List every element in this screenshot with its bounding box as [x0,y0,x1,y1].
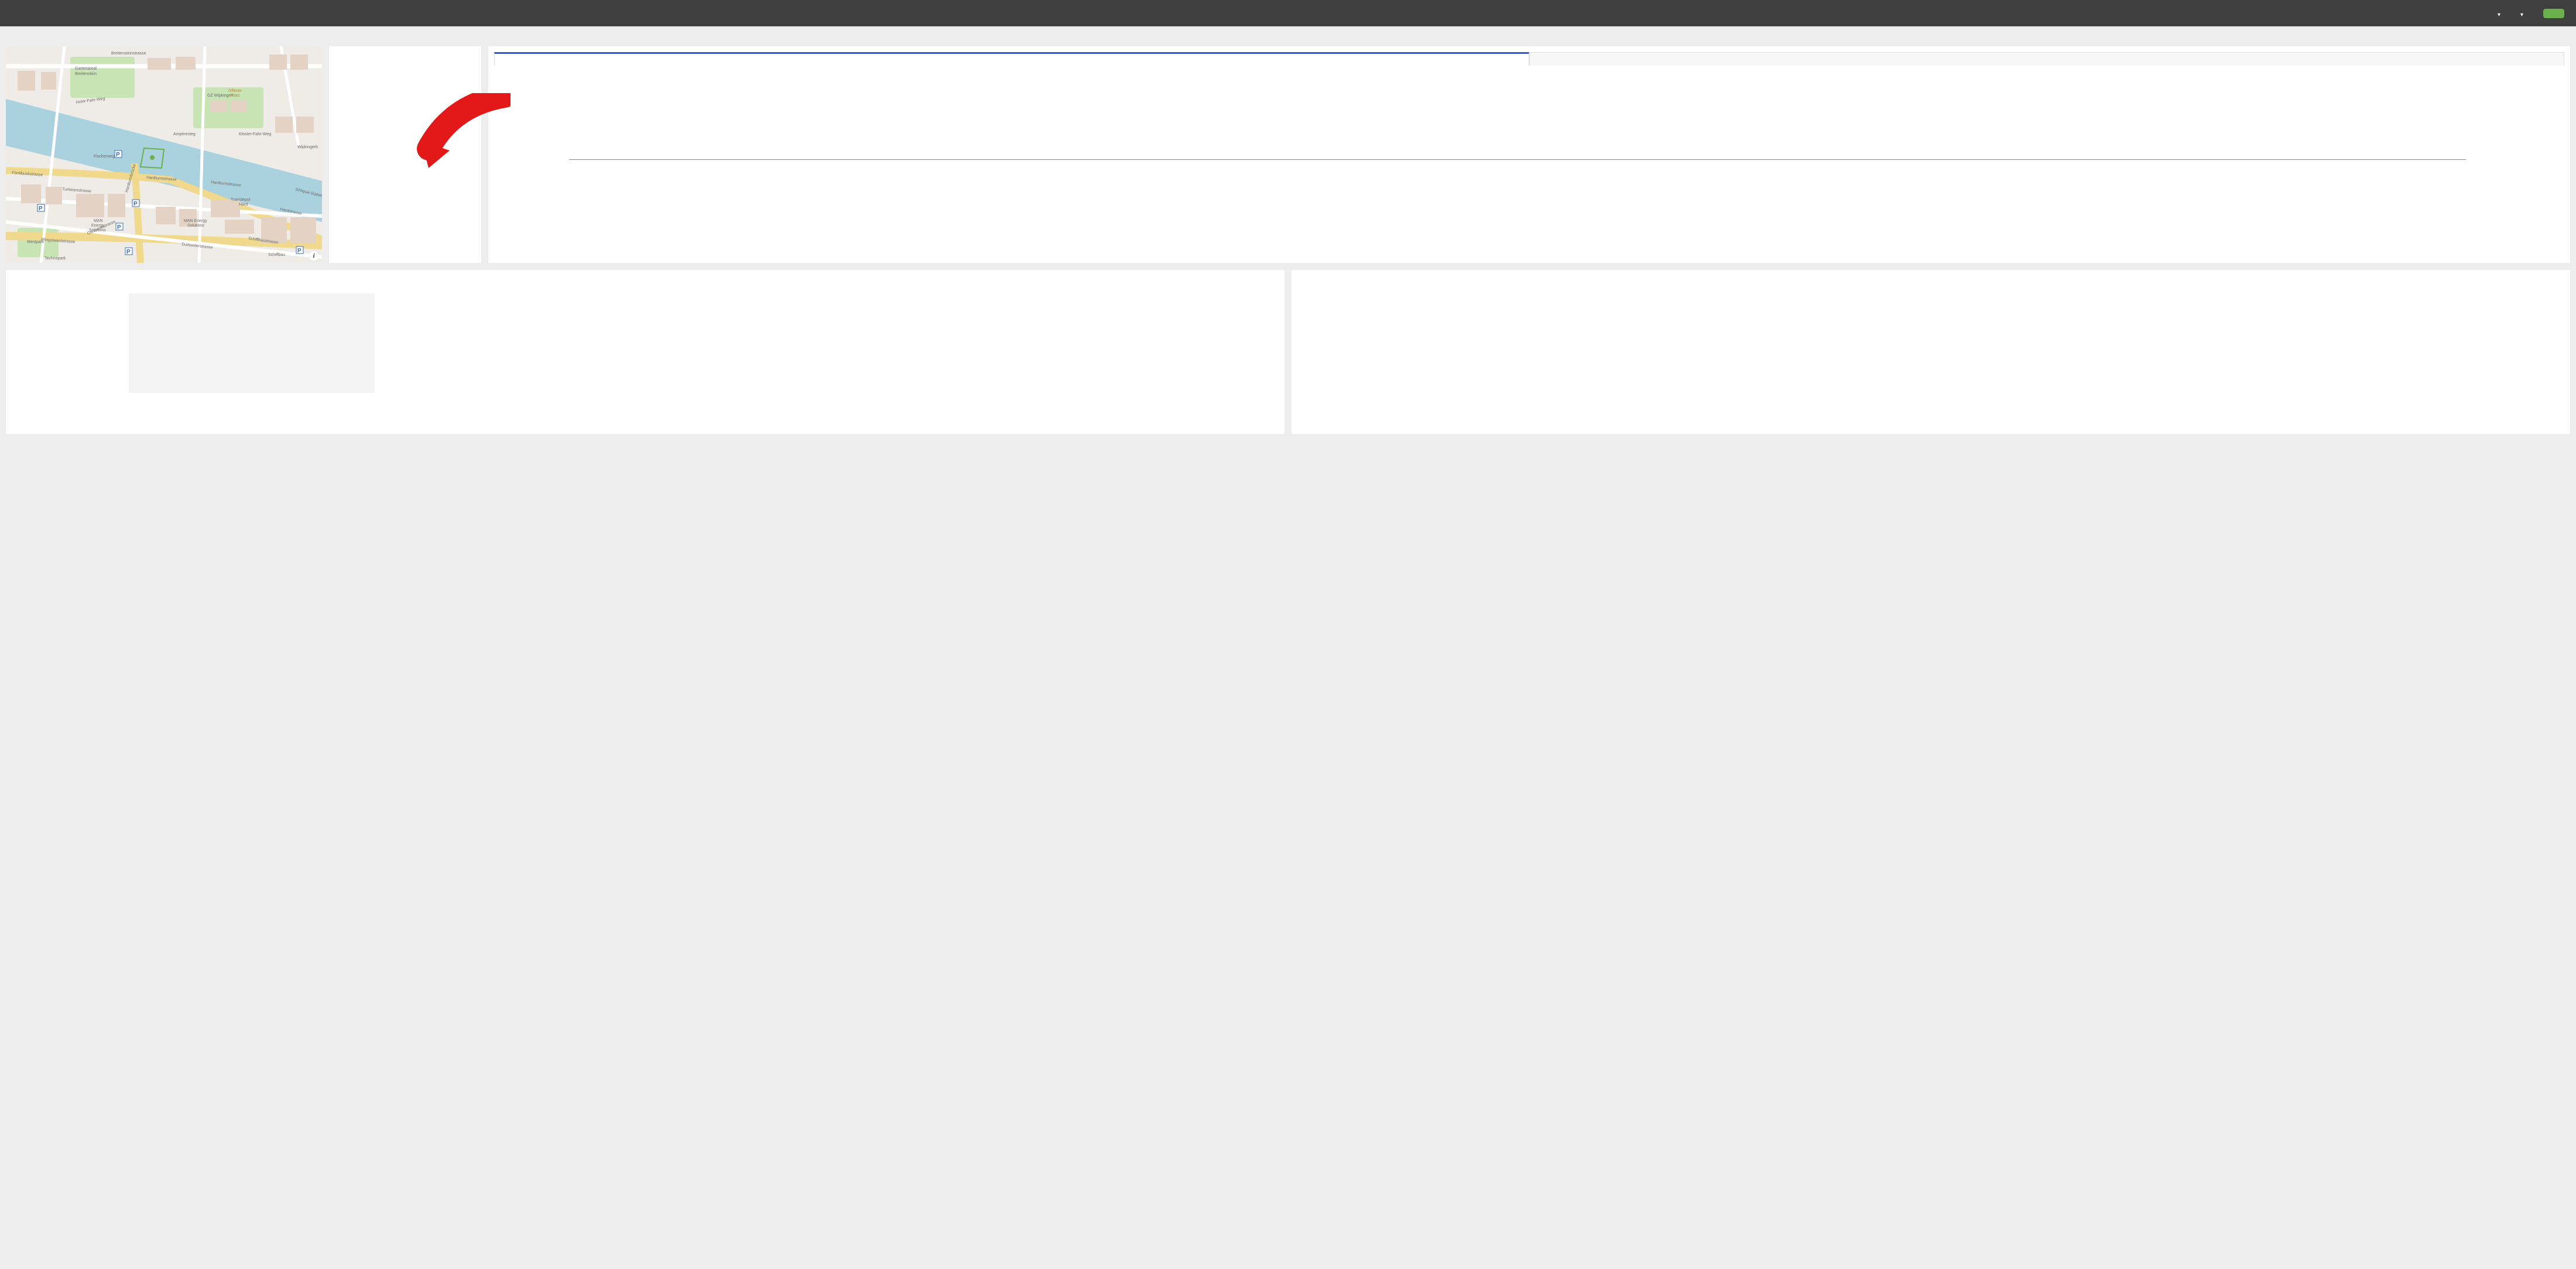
svg-text:Hard: Hard [239,203,248,207]
tab-cost-breakdown[interactable] [1529,52,2564,66]
print-page-button[interactable] [2543,9,2564,18]
optimal-design-panel [6,270,1284,434]
svg-text:Westpark: Westpark [27,240,44,244]
svg-text:Fischerweg: Fischerweg [94,155,115,159]
map-canvas: P P P P P P Breitensteinstrasse Gartenar… [6,46,322,263]
svg-text:P: P [39,206,43,212]
svg-text:Ampèresteg: Ampèresteg [173,132,196,136]
svg-text:P: P [117,224,121,231]
svg-text:Energy: Energy [91,224,105,228]
chevron-down-icon [2520,9,2523,18]
svg-text:MAN: MAN [94,219,103,223]
info-icon[interactable]: i [309,251,318,261]
tab-cost-balance[interactable] [494,52,1529,66]
topbar [0,0,2576,26]
map-panel[interactable]: P P P P P P Breitensteinstrasse Gartenar… [6,46,322,263]
cost-chart-panel [488,46,2570,263]
svg-text:Platz: Platz [231,94,240,98]
svg-text:Tramdepot: Tramdepot [231,198,251,202]
svg-text:Offener: Offener [228,89,242,93]
kpi-panel [329,46,481,263]
svg-text:P: P [116,152,120,158]
svg-text:MAN Energy: MAN Energy [184,219,207,223]
chevron-down-icon [2498,9,2500,18]
svg-text:P: P [297,248,302,254]
chart-legend [2466,95,2554,235]
svg-text:Breitensteinstrasse: Breitensteinstrasse [111,52,146,56]
svg-text:Solutions: Solutions [187,224,204,228]
svg-text:Solutions: Solutions [89,228,106,232]
nav-hubs[interactable] [2520,9,2527,18]
sankey-diagram [1297,293,2564,399]
chart-y-label [505,95,569,235]
nav-solutions[interactable] [2498,9,2504,18]
chart-plot-area [569,95,2466,235]
svg-text:P: P [126,249,131,255]
svg-text:Breitenstein: Breitenstein [75,72,97,76]
svg-text:Technopark: Technopark [44,256,66,261]
svg-text:GZ Wipkingen: GZ Wipkingen [207,94,233,98]
page-title [0,26,2576,46]
svg-text:Kloster-Fahr-Weg: Kloster-Fahr-Weg [239,132,271,136]
svg-text:Wipkingerb: Wipkingerb [297,145,318,149]
optimal-operation-panel [1292,270,2570,434]
svg-text:P: P [133,201,138,207]
svg-text:Schiffbau: Schiffbau [268,253,285,257]
svg-text:Gartenareal: Gartenareal [75,67,97,71]
